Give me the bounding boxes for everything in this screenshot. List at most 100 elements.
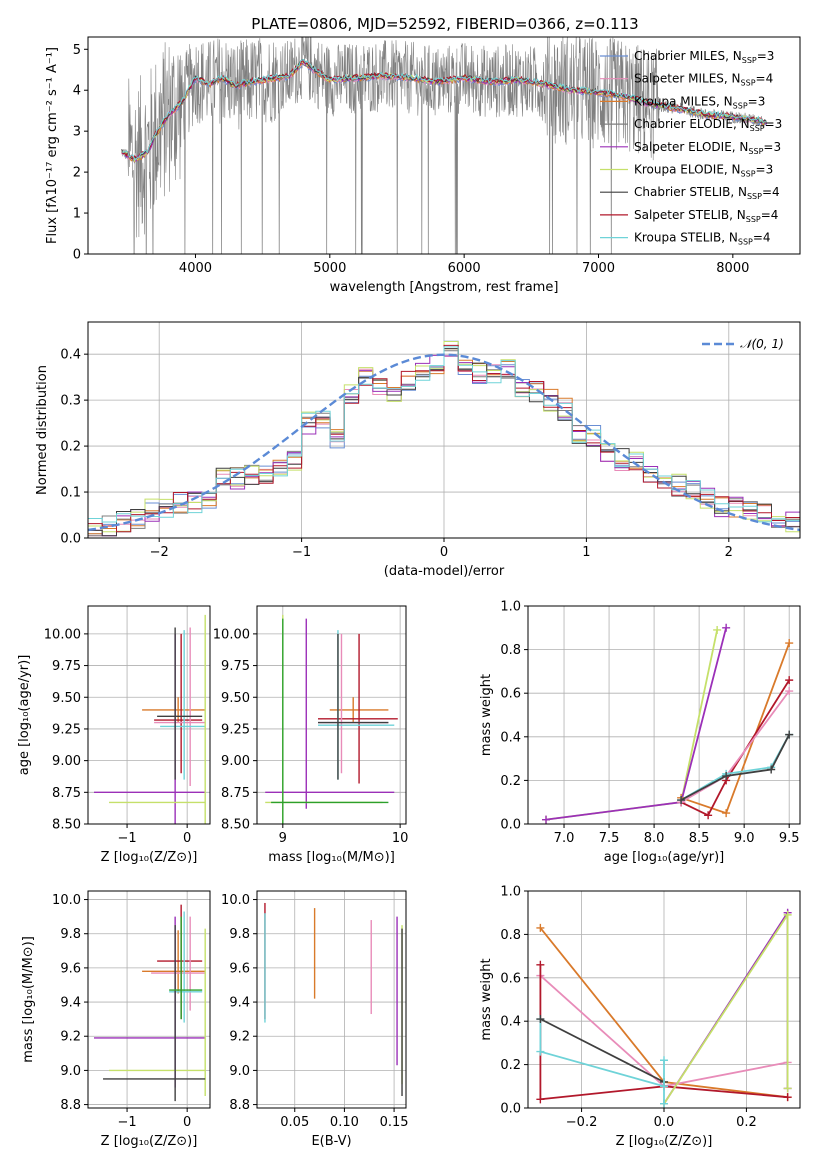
y-tick-label: 0.0 [500,818,521,833]
x-tick-label: 7.5 [599,831,620,846]
legend-subscript: SSP [750,124,765,133]
x-axis-label: mass [log₁₀(M/M⊙)] [268,850,395,865]
mass-weight-point [536,923,545,932]
mass-weight-point [785,676,794,685]
y-tick-label: 3 [73,125,81,140]
mass-weight-point [542,815,551,824]
axes-frame [527,605,801,825]
y-tick-label: 8.8 [60,1098,81,1113]
histogram-step-line [88,344,800,533]
mass-weight-point [660,1099,668,1108]
legend-subscript: SSP [746,215,761,224]
mass-weight-point [785,730,794,739]
x-tick-label: 0 [183,1115,191,1130]
x-axis-label: Z [log₁₀(Z/Z⊙)] [616,1134,713,1149]
y-tick-label: 5 [73,43,81,58]
mass-weight-point [783,1093,792,1102]
y-tick-label: 2 [73,166,81,181]
y-tick-label: 8.50 [52,818,81,833]
y-tick-label: 9.2 [60,1030,81,1045]
x-tick-label: 2 [725,545,733,560]
legend-label: Salpeter ELODIE, NSSP=3 [634,140,781,156]
y-tick-label: 0.0 [60,532,81,547]
x-tick-label: 0.05 [280,1115,309,1130]
y-tick-label: 9.8 [60,927,81,942]
y-tick-label: 4 [73,84,81,99]
x-tick-label: −0.2 [566,1115,598,1130]
x-tick-label: 6000 [448,261,481,276]
axes-frame [87,890,211,1109]
legend-suffix: =4 [762,185,780,199]
legend-subscript: SSP [733,101,748,110]
mass-weight-line [545,629,718,821]
y-axis-label: mass [log₁₀(M/M⊙)] [21,936,36,1063]
legend-suffix: =4 [753,231,771,245]
legend-suffix: =3 [763,140,781,154]
mass-weight-point [536,1095,545,1104]
y-tick-label: 0.4 [500,730,521,745]
age-vs-metallicity-panel: −1 0 8.50 8.75 9.00 9.25 9.50 9.75 10.00 Z [log₁₀… [17,605,211,865]
y-tick-label: 8.75 [221,786,250,801]
y-tick-label: 8.8 [229,1098,250,1113]
x-tick-label: 0.10 [330,1115,359,1130]
y-tick-label: 9.25 [221,722,250,737]
y-tick-label: 0.2 [500,774,521,789]
axes-frame [256,890,407,1109]
y-tick-label: 9.25 [52,722,81,737]
mass-weight-point [713,625,722,634]
x-axis-label: (data-model)/error [384,564,505,579]
legend-subscript: SSP [738,238,753,247]
age-vs-mass-panel: 9 10 8.50 8.75 9.00 9.25 9.50 9.75 10.00 mass [lo… [213,605,408,865]
y-tick-label: 10.00 [213,627,250,642]
y-tick-label: 9.75 [52,659,81,674]
mass-weight-line [680,690,790,803]
y-tick-label: 9.50 [52,691,81,706]
mass-weight-point [722,809,731,818]
x-tick-label: 0.15 [380,1115,409,1130]
x-tick-label: 4000 [179,261,212,276]
y-tick-label: 8.50 [221,818,250,833]
y-axis-label: mass weight [479,674,494,756]
mass-weight-point [704,811,713,820]
legend-label: Salpeter STELIB, NSSP=4 [634,208,778,224]
y-tick-label: 9.0 [60,1064,81,1079]
y-axis-label: age [log₁₀(age/yr)] [17,655,32,776]
x-tick-label: 8.5 [689,831,710,846]
legend-label: Chabrier ELODIE, NSSP=3 [634,117,782,133]
y-tick-label: 9.2 [229,1030,250,1045]
y-tick-label: 1.0 [500,600,521,615]
legend-suffix: =3 [748,94,766,108]
x-tick-label: 8000 [716,261,749,276]
legend-suffix: =4 [756,72,774,86]
legend-label: Chabrier STELIB, NSSP=4 [634,185,780,201]
y-tick-label: 0.3 [60,394,81,409]
y-tick-label: 9.4 [229,996,250,1011]
mass-weight-point [722,772,731,781]
mass-weight-line [680,679,790,817]
mass-weight-point [536,1015,545,1024]
x-tick-label: −1 [117,831,136,846]
mass-weight-line [663,911,789,1105]
y-axis-label: mass weight [479,958,494,1040]
legend-suffix: =3 [757,49,775,63]
x-axis-label: Z [log₁₀(Z/Z⊙)] [101,1134,198,1149]
mass-vs-ebv-panel: 0.05 0.10 0.15 8.8 9.0 9.2 9.4 9.6 9.8 10.0 E(B-V) [221,890,409,1149]
x-tick-label: 0 [183,831,191,846]
mass-weight-line [539,1018,665,1083]
gaussian-reference-curve [87,353,801,532]
y-tick-label: 1 [73,207,81,222]
legend-subscript: SSP [741,79,756,88]
mass-weight-vs-metallicity-panel: −0.2 0.0 0.2 0.0 0.2 0.4 0.6 0.8 1.0 Z [log₁₀(Z/Z… [479,885,801,1149]
y-tick-label: 0 [73,248,81,263]
x-tick-label: 0.0 [654,1115,675,1130]
legend-label: Kroupa MILES, NSSP=3 [634,94,765,110]
x-tick-label: −1 [292,545,311,560]
x-axis-label: E(B-V) [311,1134,351,1149]
x-tick-label: −1 [117,1115,136,1130]
y-tick-label: 9.0 [229,1064,250,1079]
x-tick-label: 8.0 [644,831,665,846]
y-tick-label: 0.2 [500,1058,521,1073]
y-tick-label: 0.1 [60,486,81,501]
legend-suffix: =4 [761,208,779,222]
x-tick-label: 0 [440,545,448,560]
